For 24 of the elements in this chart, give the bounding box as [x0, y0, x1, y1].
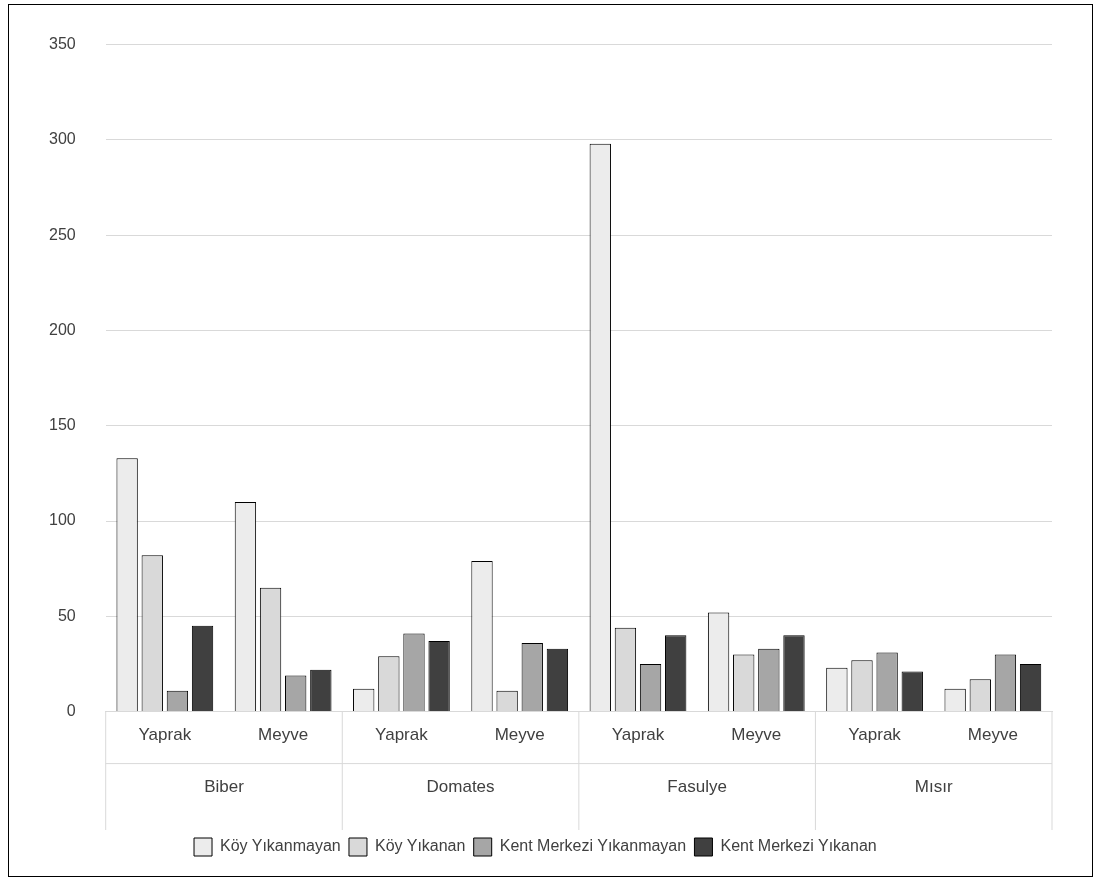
- text: Fasulye: [667, 777, 727, 797]
- text: Biber: [204, 777, 245, 797]
- x-tick-label: Yaprak: [848, 725, 902, 745]
- y-tick-label: 350: [48, 35, 76, 53]
- x-tick-label: Meyve: [967, 725, 1018, 745]
- x-tick-label: Meyve: [731, 725, 782, 745]
- y-tick-label: 0: [66, 702, 76, 720]
- legend-label: Köy Yıkanmayan: [220, 837, 341, 855]
- y-tick-label: 300: [48, 130, 76, 148]
- x-tick-label: Meyve: [494, 725, 545, 745]
- x-tick-label: Yaprak: [611, 725, 665, 745]
- text: Domates: [426, 777, 495, 797]
- legend-label: Kent Merkezi Yıkanan: [720, 837, 877, 855]
- text: Mısır: [914, 777, 953, 797]
- legend-label: Kent Merkezi Yıkanmayan: [499, 837, 687, 855]
- x-tick-label: Meyve: [258, 725, 309, 745]
- y-tick-label: 150: [48, 416, 76, 434]
- x-tick-label: Yaprak: [138, 725, 192, 745]
- legend-label: Köy Yıkanan: [374, 837, 466, 855]
- y-tick-label: 200: [48, 320, 76, 338]
- x-tick-label: Yaprak: [375, 725, 429, 745]
- y-tick-label: 250: [48, 225, 76, 243]
- y-tick-label: 100: [48, 511, 76, 529]
- y-tick-label: 50: [57, 606, 76, 624]
